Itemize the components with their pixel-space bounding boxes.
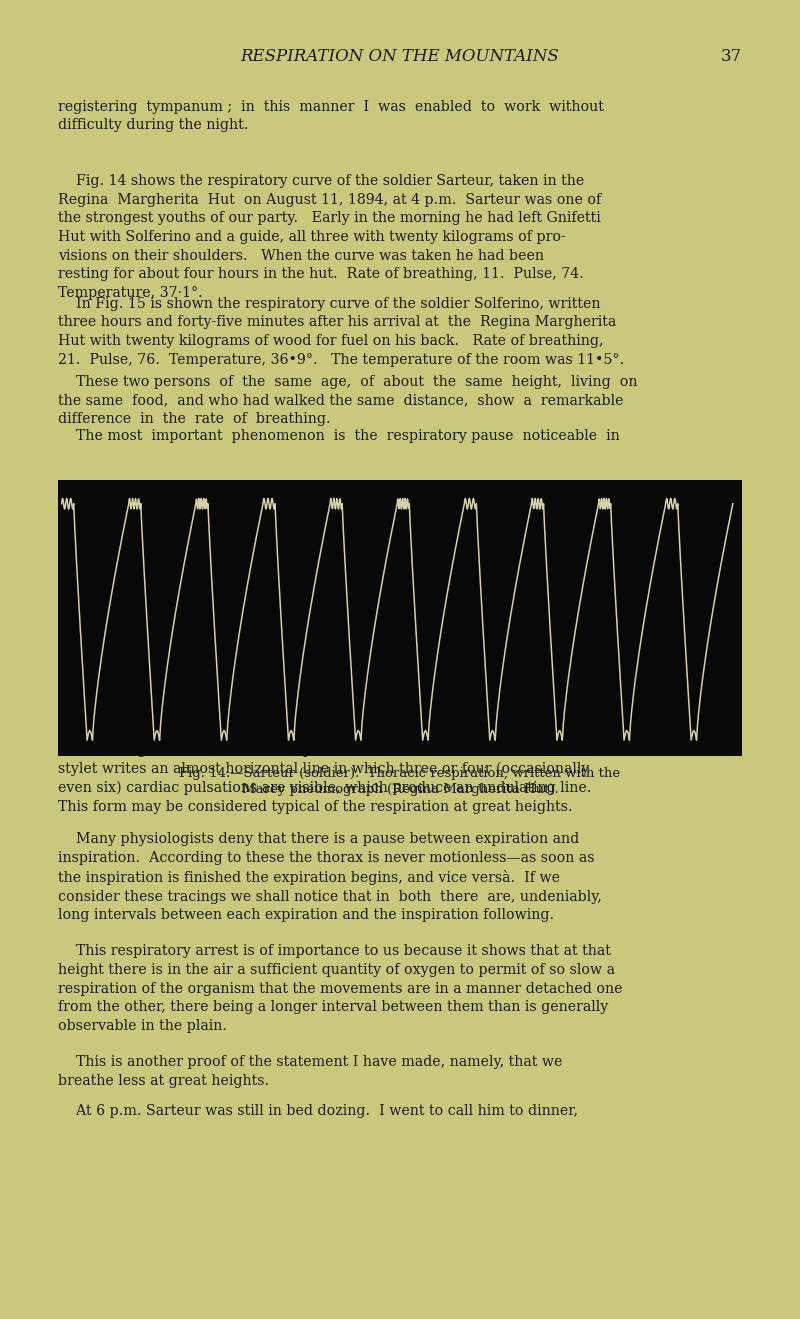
Text: This respiratory arrest is of importance to us because it shows that at that
hei: This respiratory arrest is of importance… <box>58 944 622 1033</box>
Text: both tracings.  At the end of an expiration the thorax remains still, and the
st: both tracings. At the end of an expirati… <box>58 743 594 814</box>
Text: Fig. 14.—Sarteur (soldier).  Thoracic respiration, written with the
Marey pneumo: Fig. 14.—Sarteur (soldier). Thoracic res… <box>179 766 621 797</box>
Text: At 6 p.m. Sarteur was still in bed dozing.  I went to call him to dinner,: At 6 p.m. Sarteur was still in bed dozin… <box>58 1104 578 1119</box>
Text: registering  tympanum ;  in  this  manner  I  was  enabled  to  work  without
di: registering tympanum ; in this manner I … <box>58 100 603 132</box>
Text: Many physiologists deny that there is a pause between expiration and
inspiration: Many physiologists deny that there is a … <box>58 832 602 922</box>
Text: 37: 37 <box>721 47 742 65</box>
Bar <box>58 480 742 756</box>
Text: This is another proof of the statement I have made, namely, that we
breathe less: This is another proof of the statement I… <box>58 1055 562 1088</box>
Text: In Fig. 15 is shown the respiratory curve of the soldier Solferino, written
thre: In Fig. 15 is shown the respiratory curv… <box>58 297 624 367</box>
Text: These two persons  of  the  same  age,  of  about  the  same  height,  living  o: These two persons of the same age, of ab… <box>58 375 637 426</box>
Text: Fig. 14 shows the respiratory curve of the soldier Sarteur, taken in the
Regina : Fig. 14 shows the respiratory curve of t… <box>58 174 601 299</box>
Text: RESPIRATION ON THE MOUNTAINS: RESPIRATION ON THE MOUNTAINS <box>241 47 559 65</box>
Text: The most  important  phenomenon  is  the  respiratory pause  noticeable  in: The most important phenomenon is the res… <box>58 429 619 443</box>
